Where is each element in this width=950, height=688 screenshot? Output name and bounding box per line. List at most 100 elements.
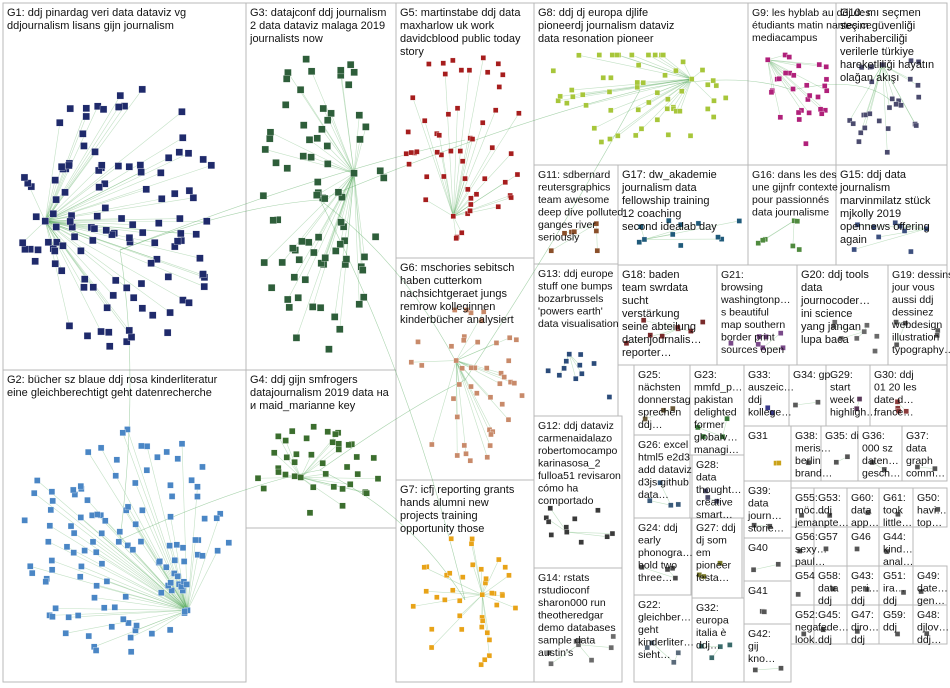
node-g6: [488, 431, 494, 438]
node-g27: [696, 572, 702, 578]
edge-g14: [550, 644, 579, 664]
edge-g6: [431, 360, 457, 445]
node-g2: [98, 560, 106, 567]
node-g2: [181, 608, 188, 615]
node-g7: [499, 592, 506, 599]
edge-g6: [455, 360, 501, 384]
edge-g2: [142, 510, 188, 611]
node-g16: [790, 243, 796, 249]
node-g5: [426, 61, 432, 67]
node-g2: [194, 493, 201, 500]
node-g1: [177, 229, 185, 238]
edge-g8: [637, 78, 692, 83]
node-g52: [801, 631, 807, 637]
node-g2: [29, 569, 36, 577]
node-g9: [768, 89, 775, 95]
node-g1: [157, 169, 165, 177]
node-g1: [51, 247, 59, 255]
edge-g12: [566, 531, 608, 537]
edge-g10: [882, 64, 916, 125]
panel-g40: [743, 537, 792, 582]
node-g2: [120, 616, 127, 623]
edge-g3: [301, 173, 355, 242]
edge-g1: [45, 220, 114, 296]
edge-g1: [45, 220, 108, 308]
node-g1: [81, 275, 89, 283]
node-g3: [323, 142, 331, 150]
node-g31: [776, 460, 782, 466]
node-g8: [654, 117, 661, 123]
node-g1: [21, 245, 29, 253]
node-g22: [644, 644, 650, 651]
node-g1: [179, 134, 187, 142]
node-g60: [865, 509, 871, 516]
node-g30: [903, 408, 909, 415]
node-g5: [422, 118, 428, 124]
node-g7: [429, 626, 435, 632]
node-g4: [271, 449, 278, 456]
node-g2: [173, 541, 180, 548]
label-g60: G60: data app…: [851, 492, 879, 529]
node-g2: [74, 612, 82, 619]
node-g2: [46, 522, 54, 529]
edge-g5: [424, 120, 454, 217]
edge-g2: [187, 554, 199, 611]
edge-g20: [841, 331, 865, 339]
panel-g4: [245, 369, 397, 529]
edge-g7: [431, 594, 483, 648]
node-g3: [336, 240, 344, 248]
edge-g5: [453, 122, 484, 217]
edge-g1: [45, 218, 122, 222]
edge-g2: [187, 513, 221, 611]
edge-g1: [44, 122, 61, 222]
node-g7: [428, 644, 435, 651]
node-g5: [502, 179, 508, 185]
node-g7: [496, 556, 502, 563]
node-g2: [188, 477, 195, 484]
edge-g5: [443, 176, 454, 217]
node-g2: [49, 497, 56, 505]
node-g17: [695, 220, 702, 227]
node-g1: [200, 282, 208, 291]
node-g6: [454, 452, 460, 459]
node-g1: [109, 291, 117, 300]
edge-g9: [767, 59, 821, 110]
node-g29: [856, 396, 863, 402]
panel-g38: [790, 425, 822, 482]
node-g1: [185, 299, 193, 307]
node-g3: [282, 101, 290, 109]
node-g11: [561, 230, 568, 236]
node-g1: [114, 162, 123, 170]
node-g3: [325, 345, 333, 353]
node-g5: [465, 186, 471, 193]
node-g5: [462, 175, 468, 182]
panel-g37: [901, 425, 948, 482]
node-g17: [638, 224, 644, 230]
edge-g8: [610, 78, 692, 111]
label-g58: G58: data ddj: [818, 570, 841, 607]
edge-g10: [882, 64, 890, 108]
node-g5: [450, 213, 456, 219]
node-g34: [792, 402, 799, 408]
edge-g18: [643, 319, 679, 330]
node-g4: [282, 471, 289, 478]
node-g5: [466, 67, 473, 73]
node-g7: [468, 541, 475, 547]
node-g3: [376, 167, 384, 175]
edge-g2: [51, 560, 188, 611]
node-g11: [594, 247, 601, 254]
edge-g4: [300, 477, 351, 485]
panel-g57: [813, 526, 848, 567]
edge-g2: [187, 550, 218, 611]
node-g20: [874, 333, 880, 339]
node-g3: [292, 334, 301, 342]
node-g18: [675, 324, 681, 331]
node-g5: [468, 201, 474, 208]
node-g3: [313, 134, 321, 142]
node-g7: [479, 624, 485, 630]
edge-g1: [45, 220, 127, 289]
node-g3: [266, 128, 275, 137]
node-g1: [115, 103, 123, 111]
node-g2: [178, 440, 186, 447]
node-g10: [908, 58, 914, 64]
